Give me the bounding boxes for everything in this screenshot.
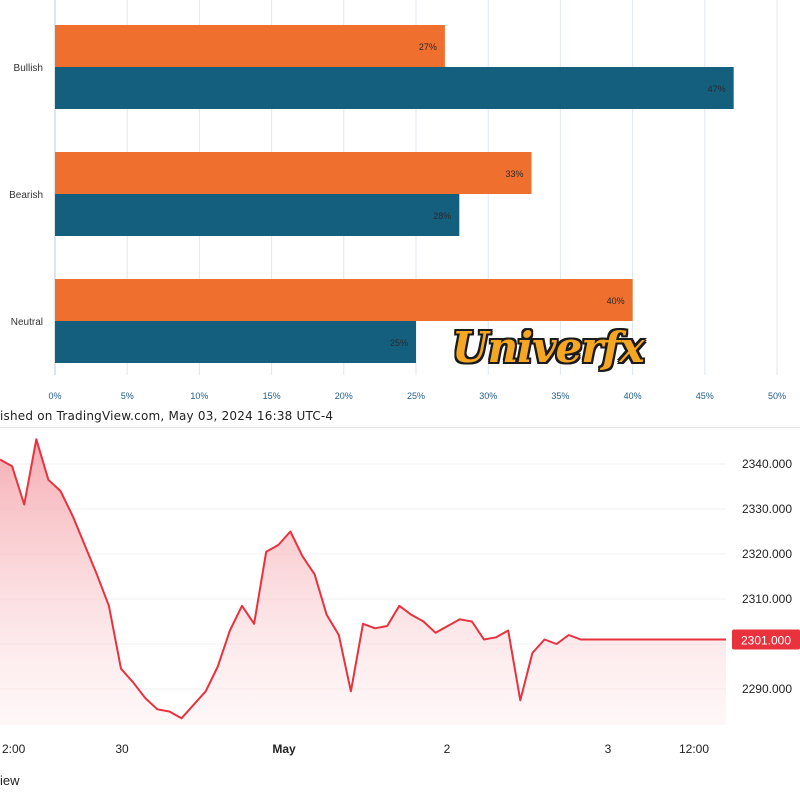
- bar: [55, 67, 734, 109]
- bar-data-label: 47%: [708, 84, 726, 94]
- x-tick-label: 50%: [768, 391, 786, 401]
- category-label: Bullish: [14, 63, 43, 74]
- bar-data-label: 25%: [390, 338, 408, 348]
- bar: [55, 25, 445, 67]
- current-price-label: 2301.000: [741, 634, 791, 648]
- bar-data-label: 27%: [419, 42, 437, 52]
- x-tick-label: 40%: [624, 391, 642, 401]
- current-price-badge: 2301.000: [732, 629, 800, 650]
- y-axis-tick-labels: 2290.0002300.0002310.0002320.0002330.000…: [742, 457, 792, 696]
- category-labels: Bullish Bearish Neutral: [9, 63, 43, 328]
- x-tick-label: 30%: [479, 391, 497, 401]
- x-tick-label: 5%: [121, 391, 134, 401]
- x-tick-label: 12:00: [679, 742, 709, 756]
- category-label: Neutral: [11, 317, 43, 328]
- y-tick-label: 2320.000: [742, 547, 792, 561]
- section-divider: [0, 427, 800, 428]
- x-tick-label: 15%: [263, 391, 281, 401]
- bar: [55, 321, 416, 363]
- category-label: Bearish: [9, 190, 43, 201]
- x-tick-label: 20%: [335, 391, 353, 401]
- x-tick-label: 25%: [407, 391, 425, 401]
- y-tick-label: 2340.000: [742, 457, 792, 471]
- current-price-badge-bg: [732, 629, 800, 650]
- x-axis-tick-labels: 2:00 30 May 2 3 12:00: [2, 742, 709, 756]
- y-tick-label: 2290.000: [742, 682, 792, 696]
- price-line: [0, 438, 726, 720]
- footer-text: iew: [0, 773, 20, 788]
- x-tick-label: 35%: [551, 391, 569, 401]
- x-tick-label: 2: [444, 742, 451, 756]
- univerfx-watermark-logo: Univerfx: [452, 323, 644, 372]
- x-axis-tick-labels: 0% 5% 10% 15% 20% 25% 30% 35% 40% 45% 50%: [48, 391, 786, 401]
- bars-group: 27% 47% 33% 28% 40% 25%: [55, 25, 734, 363]
- bar: [55, 194, 460, 236]
- bar: [55, 152, 532, 194]
- bar-data-label: 40%: [607, 296, 625, 306]
- price-area-chart: 2290.0002300.0002310.0002320.0002330.000…: [0, 438, 800, 788]
- bar-data-label: 28%: [433, 211, 451, 221]
- x-tick-label: 2:00: [2, 742, 26, 756]
- sentiment-bar-chart: 27% 47% 33% 28% 40% 25% Bullish Bearish Neutral…: [9, 0, 786, 401]
- x-tick-label: 30: [115, 742, 129, 756]
- y-tick-label: 2330.000: [742, 502, 792, 516]
- bar: [55, 279, 633, 321]
- price-area-fill: [0, 439, 726, 725]
- x-tick-label: 0%: [48, 391, 61, 401]
- x-tick-label: 10%: [190, 391, 208, 401]
- y-tick-label: 2310.000: [742, 592, 792, 606]
- x-tick-label: 45%: [696, 391, 714, 401]
- x-tick-label: 3: [605, 742, 612, 756]
- bar-data-label: 33%: [506, 169, 524, 179]
- x-tick-label: May: [272, 742, 296, 756]
- published-on-tradingview-text: ished on TradingView.com, May 03, 2024 1…: [0, 409, 334, 423]
